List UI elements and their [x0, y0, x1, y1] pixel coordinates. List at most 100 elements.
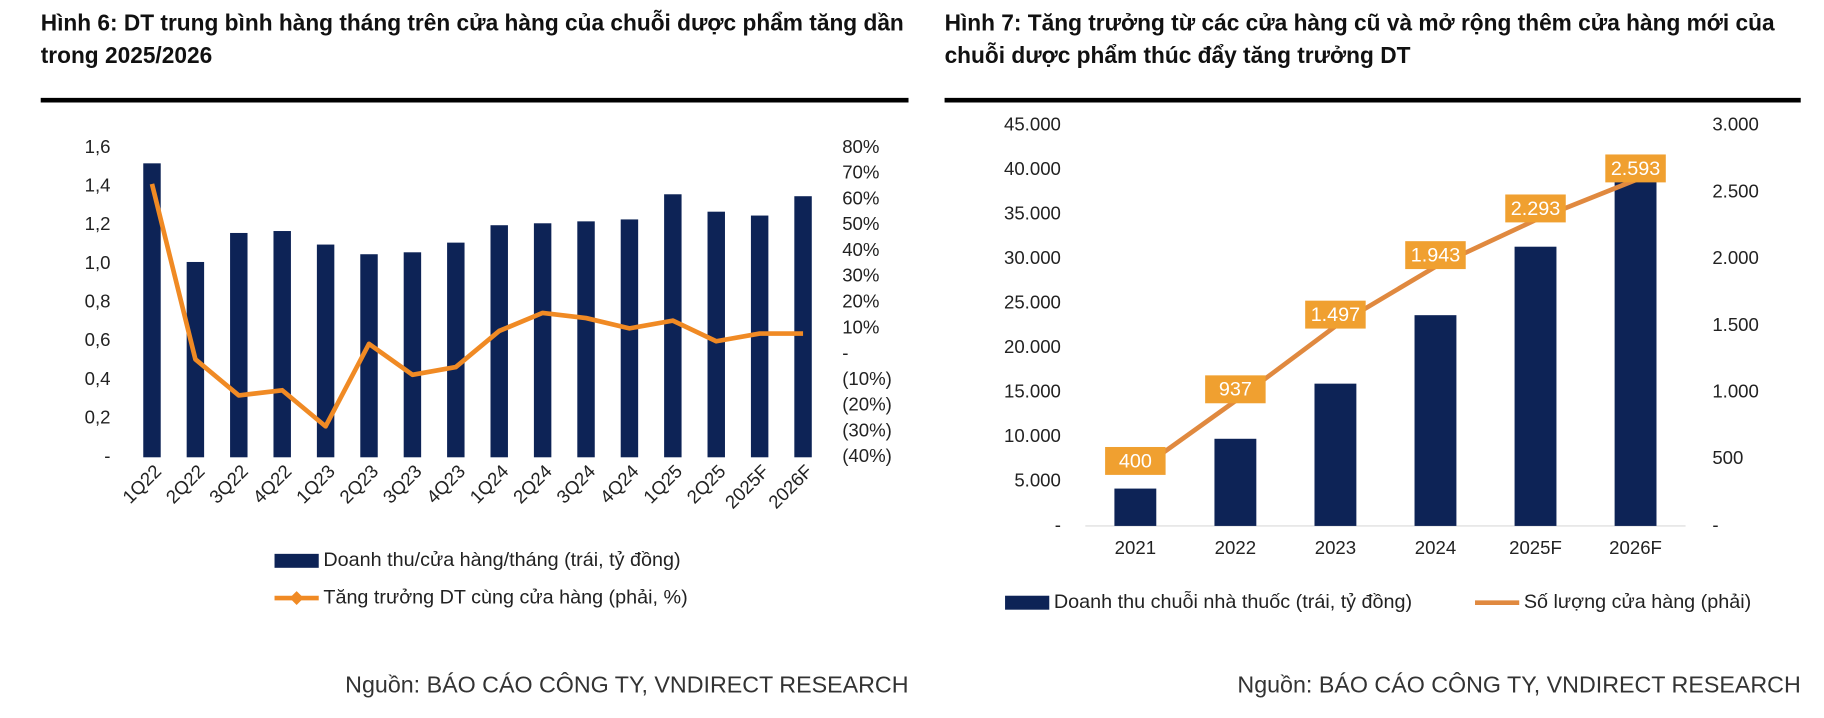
x-tick-label: 2022: [1215, 537, 1256, 558]
legend-label: Tăng trưởng DT cùng cửa hàng (phải, %): [323, 586, 687, 608]
y2-tick-label: 1.000: [1712, 380, 1759, 401]
x-tick-label: 1Q22: [118, 460, 165, 507]
y-tick-label: 40.000: [1004, 158, 1061, 179]
x-tick-label: 3Q22: [205, 460, 252, 507]
y2-tick-label: 3.000: [1712, 114, 1759, 135]
value-label-box: [1405, 241, 1466, 270]
y-tick-label: 0,6: [85, 329, 111, 350]
x-tick-label: 4Q23: [422, 460, 469, 507]
chart-title-box: Hình 7: Tăng trưởng từ các cửa hàng cũ v…: [944, 10, 1775, 69]
y2-tick-label: 60%: [842, 187, 879, 208]
y2-tick-label: 2.000: [1712, 247, 1759, 268]
legend-swatch: [274, 553, 319, 568]
bar: [316, 244, 335, 458]
value-label-box: [1605, 154, 1666, 183]
y2-tick-label: 20%: [842, 291, 879, 312]
value-label: 400: [1119, 450, 1152, 472]
bar: [707, 211, 725, 458]
bar: [1514, 246, 1557, 526]
x-tick-label: 2021: [1115, 537, 1156, 558]
y2-tick-label: (10%): [842, 368, 892, 389]
y-tick-label: 30.000: [1004, 247, 1061, 268]
x-tick-label: 4Q24: [596, 460, 643, 507]
value-label: 1.497: [1311, 304, 1360, 326]
y-tick-label: 45.000: [1004, 114, 1061, 135]
x-tick-label: 3Q24: [552, 460, 599, 507]
y2-tick-label: 80%: [842, 136, 879, 157]
y2-tick-label: 1.500: [1712, 314, 1759, 335]
y2-tick-label: 10%: [842, 316, 879, 337]
line: [1133, 177, 1637, 475]
value-label-box: [1205, 375, 1266, 404]
x-tick-label: 3Q23: [379, 460, 426, 507]
y-tick-label: 10.000: [1004, 425, 1061, 446]
bar: [620, 219, 639, 458]
source: Nguồn: BÁO CÁO CÔNG TY, VNDIRECT RESEARC…: [1237, 671, 1800, 698]
bar: [360, 254, 378, 458]
y2-tick-label: (40%): [842, 445, 892, 466]
bar: [533, 223, 552, 458]
bar: [143, 163, 161, 458]
bar: [750, 215, 769, 458]
x-tick-label: 2Q24: [509, 460, 556, 507]
y-tick-label: -: [1055, 514, 1061, 535]
x-tick-label: 2026F: [1609, 537, 1662, 558]
legend-marker: [289, 591, 304, 606]
y2-tick-label: -: [1712, 514, 1718, 535]
y2-tick-label: 40%: [842, 239, 879, 260]
y2-tick-label: 50%: [842, 213, 879, 234]
bar: [273, 231, 291, 458]
bar: [490, 225, 508, 458]
bar: [1614, 174, 1657, 526]
y2-tick-label: (30%): [842, 419, 892, 440]
value-label: 2.593: [1611, 158, 1660, 180]
legend-label: Doanh thu/cửa hàng/tháng (trái, tỷ đồng): [323, 549, 680, 571]
legend-label: Số lượng cửa hàng (phải): [1524, 591, 1751, 613]
y-tick-label: 5.000: [1014, 469, 1061, 490]
x-tick-label: 2Q23: [335, 460, 382, 507]
y2-tick-label: 500: [1712, 447, 1743, 468]
x-tick-label: 2025F: [1509, 537, 1562, 558]
y-tick-label: 0,8: [85, 291, 111, 312]
x-tick-label: 1Q24: [465, 460, 512, 507]
y2-tick-label: -: [842, 342, 848, 363]
value-label-box: [1505, 194, 1566, 223]
bar: [794, 196, 812, 458]
bar: [1414, 315, 1457, 526]
value-label: 1.943: [1411, 245, 1460, 267]
x-tick-label: 1Q25: [639, 460, 686, 507]
x-tick-label: 2023: [1315, 537, 1356, 558]
chart-title-box: Hình 6: DT trung bình hàng tháng trên cử…: [40, 10, 904, 69]
bar: [664, 194, 682, 458]
y-tick-label: 1,0: [85, 252, 111, 273]
legend-label: Doanh thu chuỗi nhà thuốc (trái, tỷ đồng…: [1054, 590, 1412, 613]
chart-title: Hình 6: DT trung bình hàng tháng trên cử…: [40, 10, 904, 69]
x-tick-label: 1Q23: [292, 460, 339, 507]
bar: [1314, 383, 1357, 526]
x-tick-label: 2Q22: [162, 460, 209, 507]
y2-tick-label: 2.500: [1712, 180, 1759, 201]
bar: [230, 232, 248, 458]
source: Nguồn: BÁO CÁO CÔNG TY, VNDIRECT RESEARC…: [345, 671, 908, 698]
y-tick-label: 1,2: [85, 213, 111, 234]
x-tick-label: 2026F: [764, 460, 816, 512]
value-label: 2.293: [1511, 198, 1560, 220]
y-tick-label: 1,6: [85, 136, 111, 157]
x-tick-label: 4Q22: [248, 460, 295, 507]
value-label-box: [1305, 300, 1366, 329]
value-label: 937: [1219, 379, 1252, 401]
bar: [403, 252, 422, 458]
y2-tick-label: (20%): [842, 394, 892, 415]
y-tick-label: 25.000: [1004, 292, 1061, 313]
y-tick-label: 1,4: [85, 174, 111, 195]
y-tick-label: 15.000: [1004, 380, 1061, 401]
y2-tick-label: 30%: [842, 265, 879, 286]
legend-swatch: [1005, 595, 1050, 610]
y-tick-label: -: [104, 445, 110, 466]
value-label-box: [1105, 446, 1166, 475]
chart-title: Hình 7: Tăng trưởng từ các cửa hàng cũ v…: [944, 10, 1775, 69]
y-tick-label: 0,2: [85, 407, 111, 428]
bar: [447, 242, 465, 458]
y-tick-label: 35.000: [1004, 203, 1061, 224]
